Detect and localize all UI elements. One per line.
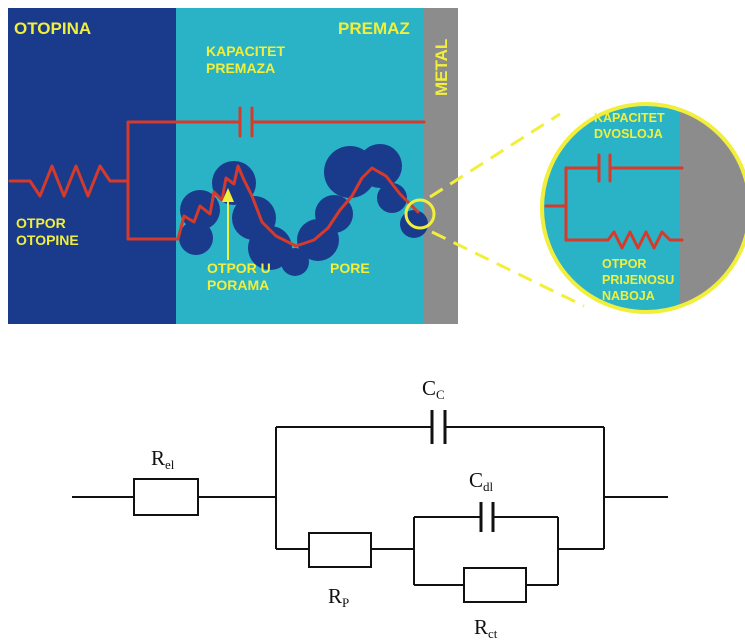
coating-illustration: OTOPINA PREMAZ METAL KAPACITET PREMAZA O… <box>8 8 584 324</box>
label-solution-resistance: OTPOR OTOPINE <box>16 215 79 248</box>
region-label-metal: METAL <box>432 39 451 96</box>
region-label-coating: PREMAZ <box>338 19 410 38</box>
label-c-c: CC <box>422 376 445 402</box>
solution-region <box>8 8 176 324</box>
resistor-r-p <box>309 533 371 567</box>
label-r-p: RP <box>328 584 349 610</box>
region-label-solution: OTOPINA <box>14 19 91 38</box>
resistor-r-el <box>134 479 198 515</box>
label-pore-resistance: OTPOR U PORAMA <box>207 260 275 293</box>
label-pores: PORE <box>330 260 370 276</box>
resistor-r-ct <box>464 568 526 602</box>
equivalent-circuit <box>72 410 668 602</box>
label-c-dl: Cdl <box>469 468 494 494</box>
label-r-el: Rel <box>151 446 175 472</box>
label-r-ct: Rct <box>474 615 498 641</box>
